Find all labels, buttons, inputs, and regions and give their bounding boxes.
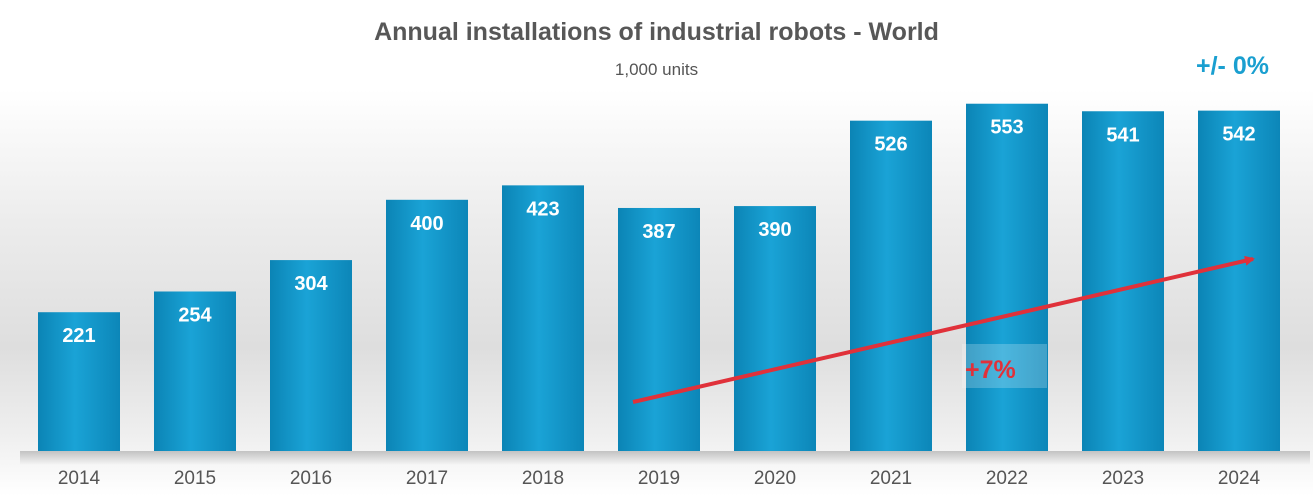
floor-shadow [20, 451, 1310, 465]
bar-2017 [386, 199, 468, 451]
value-label-2014: 221 [62, 325, 95, 347]
bar-2020 [734, 206, 816, 451]
bar-2015 [154, 291, 236, 451]
bar-2024 [1198, 110, 1280, 452]
value-label-2018: 423 [526, 198, 559, 220]
value-label-2022: 553 [990, 117, 1023, 139]
value-label-2019: 387 [642, 221, 675, 243]
x-tick-label-2024: 2024 [1218, 468, 1261, 489]
value-label-2020: 390 [758, 219, 791, 241]
x-tick-label-2017: 2017 [406, 468, 448, 489]
bar-2014 [38, 312, 120, 451]
change-annotation: +/- 0% [1196, 52, 1269, 80]
bar-2018 [502, 185, 584, 451]
value-label-2016: 304 [294, 273, 328, 295]
trend-arrow [632, 255, 1255, 404]
x-tick-label-2023: 2023 [1102, 468, 1144, 489]
trend-label-box [962, 344, 1047, 388]
value-label-2021: 526 [874, 134, 907, 156]
value-label-2017: 400 [410, 213, 443, 235]
trend-label: +7% [965, 356, 1016, 384]
bar-2022 [966, 103, 1048, 451]
x-tick-label-2015: 2015 [174, 468, 216, 489]
x-tick-label-2022: 2022 [986, 468, 1028, 489]
x-tick-label-2016: 2016 [290, 468, 332, 489]
chart-subtitle: 1,000 units [614, 60, 699, 79]
x-tick-label-2019: 2019 [638, 468, 680, 489]
chart-title: Annual installations of industrial robot… [374, 18, 939, 46]
x-tick-label-2018: 2018 [522, 468, 564, 489]
bar-2021 [850, 120, 932, 451]
x-tick-label-2014: 2014 [58, 468, 101, 489]
value-label-2024: 542 [1222, 124, 1255, 146]
x-tick-label-2021: 2021 [870, 468, 912, 489]
bar-2016 [270, 260, 352, 451]
value-label-2023: 541 [1106, 124, 1139, 146]
bar-2019 [618, 207, 700, 451]
x-tick-label-2020: 2020 [754, 468, 796, 489]
value-label-2015: 254 [178, 304, 212, 326]
